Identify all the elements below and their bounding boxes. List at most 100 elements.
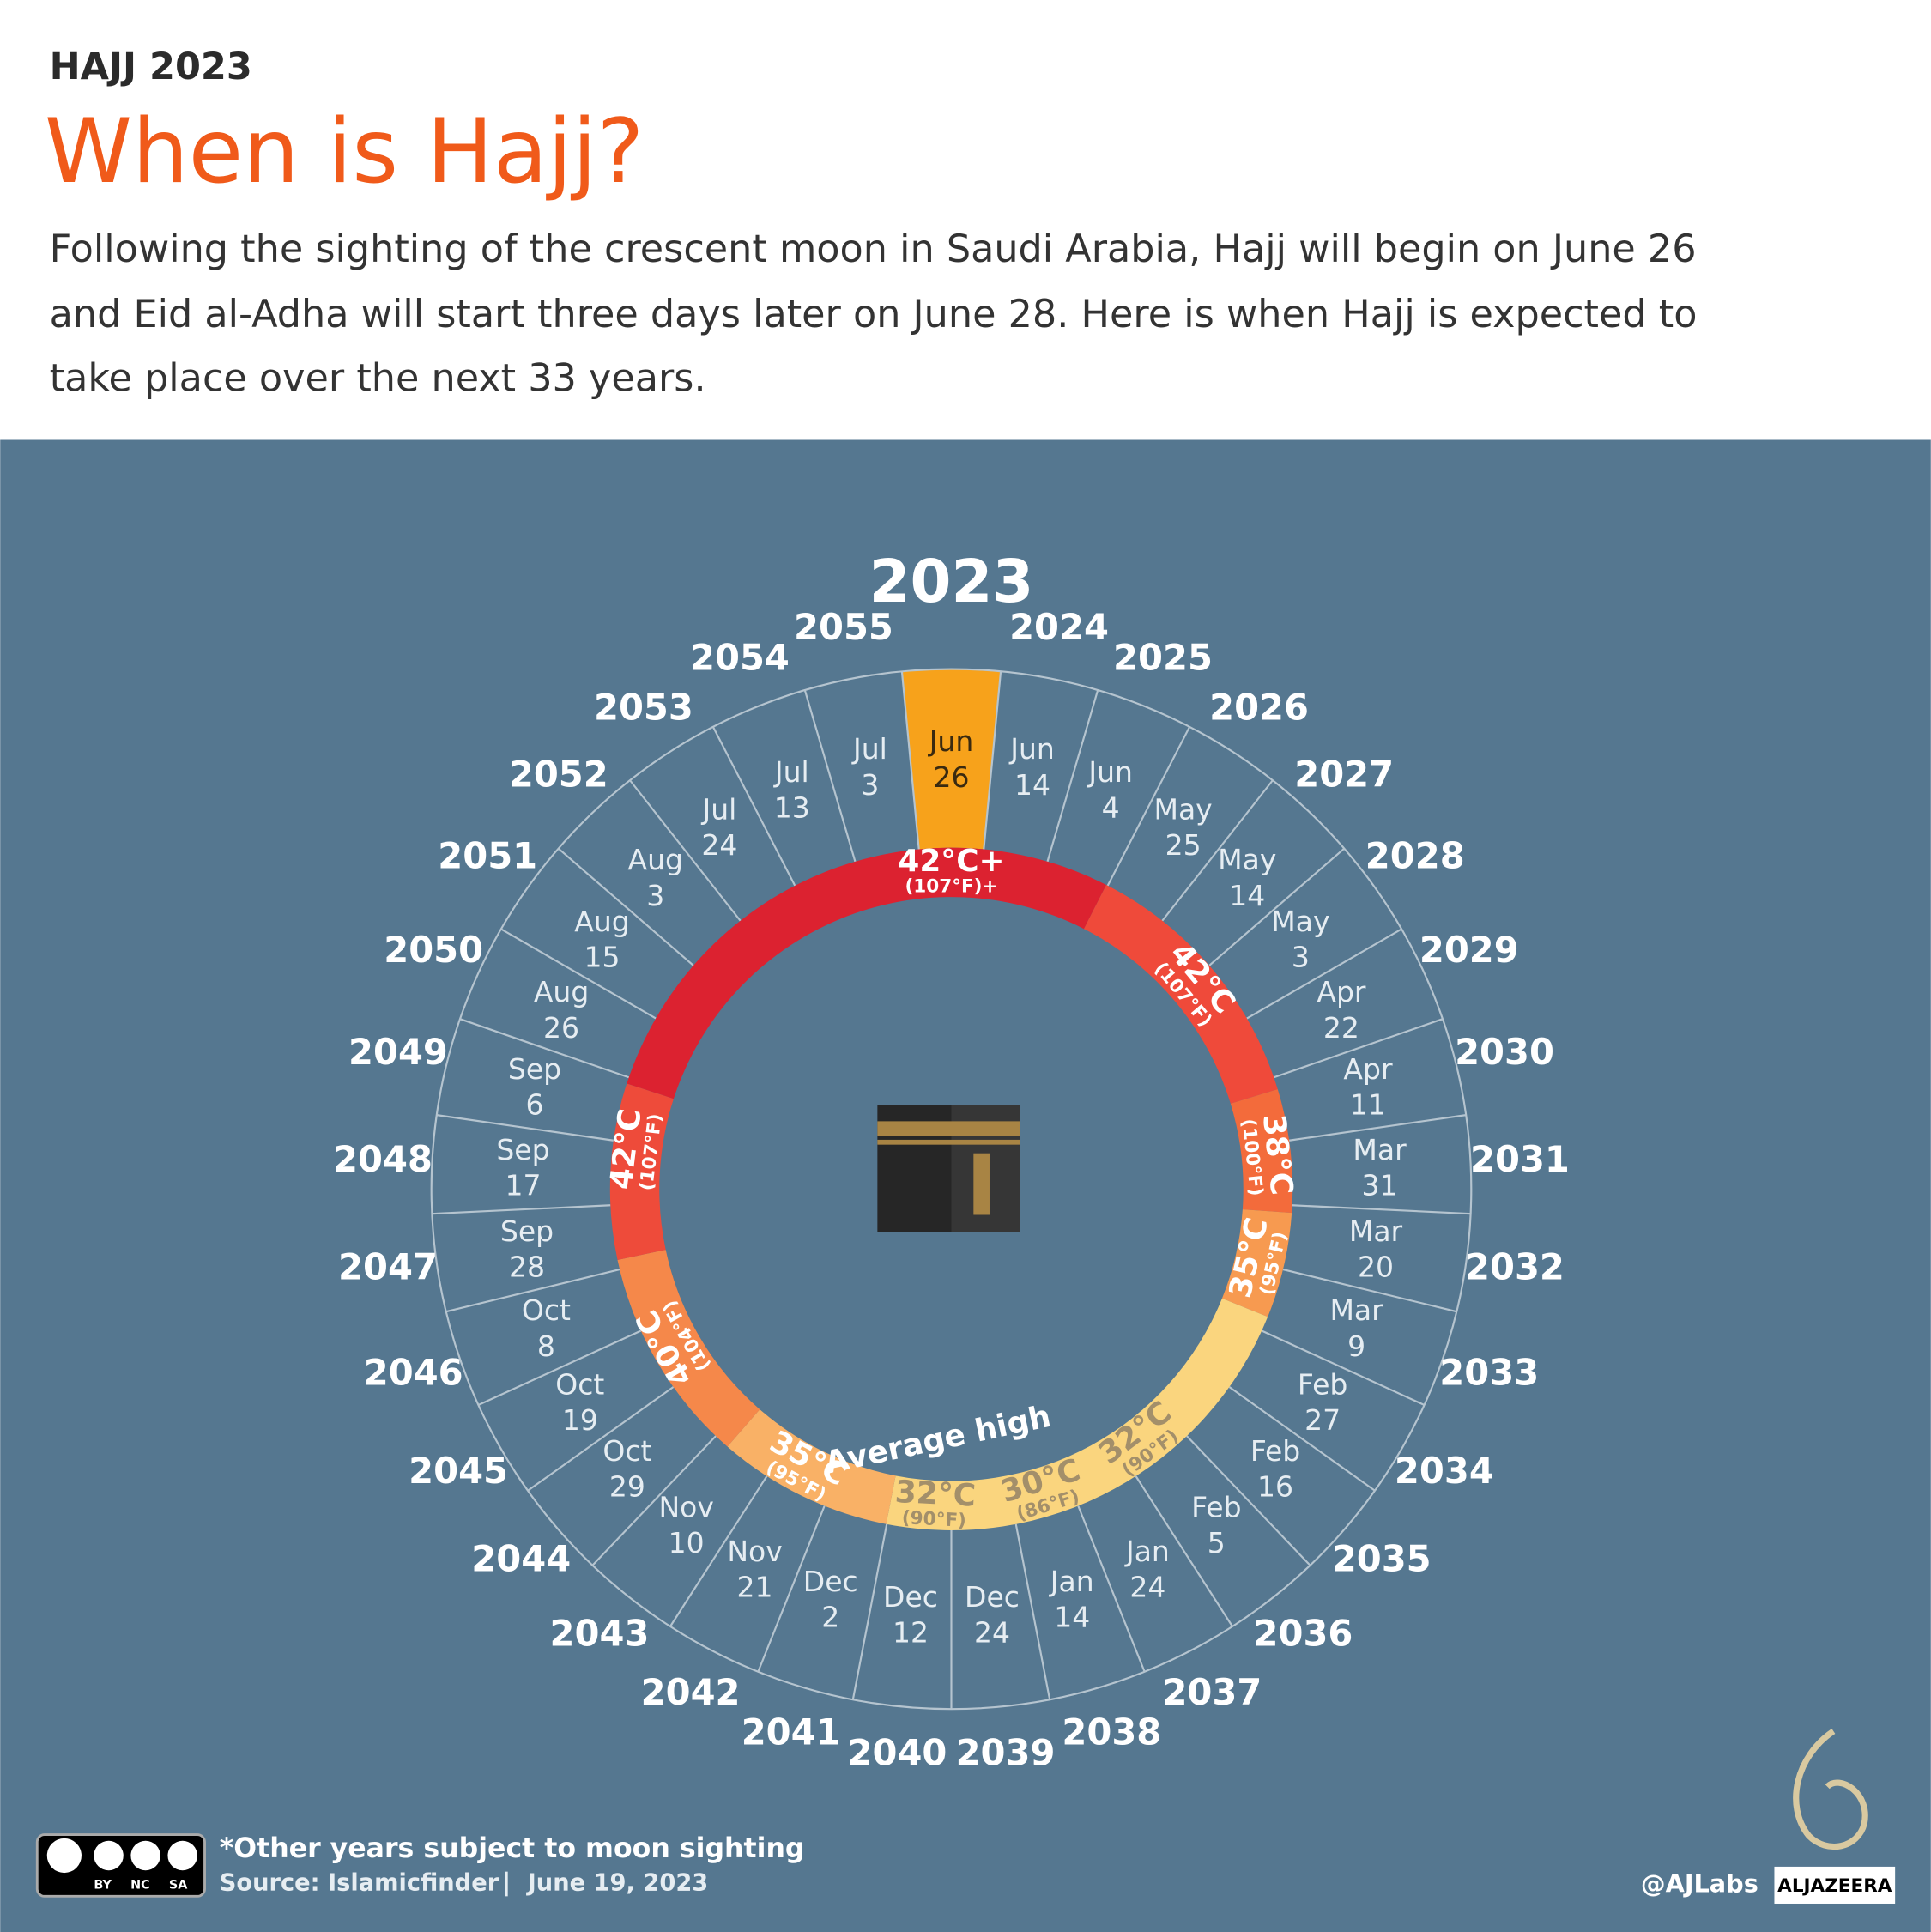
sector-divider: [851, 1523, 888, 1700]
date-month: Feb: [1191, 1490, 1241, 1523]
celsius-label: 38°C: [1256, 1112, 1299, 1196]
date-day: 10: [669, 1526, 705, 1560]
date-month: Nov: [727, 1535, 782, 1568]
date-day: 2: [821, 1601, 839, 1634]
sector-divider: [900, 671, 920, 850]
date-month: Jul: [700, 792, 736, 826]
description-line: take place over the next 33 years.: [50, 357, 706, 401]
date-day: 24: [974, 1616, 1010, 1650]
sector-divider: [1186, 1435, 1311, 1566]
sector-divider: [1135, 1475, 1233, 1627]
year-label: 2055: [794, 606, 893, 648]
date-month: Dec: [803, 1565, 858, 1598]
year-label: 2030: [1455, 1031, 1554, 1073]
sector-divider: [669, 1475, 768, 1627]
fahrenheit-label: (107°F)+: [905, 876, 997, 898]
sector-divider: [1282, 1269, 1457, 1313]
temperature-segment: [617, 1250, 760, 1447]
date-month: Aug: [574, 905, 629, 938]
date-day: 8: [537, 1329, 555, 1363]
year-label: 2044: [471, 1538, 571, 1580]
date-month: Feb: [1250, 1434, 1300, 1468]
date-month: Jan: [1049, 1565, 1094, 1598]
date-day: 15: [584, 941, 620, 974]
sector-divider: [1261, 1329, 1426, 1406]
year-label: 2039: [956, 1732, 1056, 1774]
date-month: May: [1271, 905, 1329, 938]
temperature-segment: [1221, 1209, 1292, 1317]
license-badge: BY NC SA: [35, 1833, 206, 1898]
sector-divider: [436, 1114, 614, 1142]
date-month: Jul: [773, 755, 809, 789]
year-label: 2042: [641, 1671, 741, 1713]
date-month: Jun: [1087, 755, 1133, 789]
celsius-label: 42°C+: [898, 844, 1004, 879]
year-label: 2036: [1254, 1613, 1353, 1655]
year-label: 2046: [364, 1351, 463, 1393]
date-month: Mar: [1353, 1133, 1407, 1166]
date-day: 3: [1292, 941, 1310, 974]
sector-divider: [527, 1386, 675, 1492]
date-day: 16: [1257, 1470, 1293, 1504]
year-label: 2051: [438, 835, 537, 877]
year-label: 2053: [594, 686, 693, 728]
sector-divider: [557, 847, 694, 966]
date-day: 27: [1304, 1403, 1341, 1437]
year-label: 2040: [848, 1732, 947, 1774]
brand: ALJAZEERA: [1777, 1875, 1892, 1897]
date-month: Feb: [1298, 1368, 1347, 1402]
year-label: 2024: [1009, 606, 1109, 648]
date-day: 29: [609, 1470, 645, 1504]
sector-divider: [1288, 1114, 1467, 1142]
date-day: 13: [774, 791, 810, 825]
sector-divider: [1077, 1505, 1146, 1673]
date-month: Aug: [534, 975, 589, 1008]
date-month: Apr: [1317, 975, 1366, 1008]
date-month: Oct: [522, 1293, 571, 1327]
date-month: May: [1153, 792, 1212, 826]
source: Source: Islamicfinder: [220, 1870, 499, 1897]
year-label: 2025: [1113, 637, 1213, 679]
kaaba-icon: [877, 1105, 1020, 1232]
sector-divider: [432, 1204, 611, 1215]
date-day: 20: [1358, 1250, 1394, 1283]
description-line: and Eid al-Adha will start three days la…: [50, 293, 1698, 336]
date-day: 9: [1347, 1329, 1365, 1363]
date-day: 14: [1014, 768, 1050, 802]
year-label: 2034: [1395, 1450, 1494, 1492]
date-day: 4: [1102, 791, 1120, 825]
date-month: Nov: [658, 1490, 713, 1523]
date-month: Sep: [508, 1052, 561, 1086]
sector-divider: [477, 1329, 642, 1406]
sector-divider: [591, 1435, 717, 1566]
date-day: 26: [543, 1011, 579, 1045]
date-day: 19: [562, 1403, 598, 1437]
date-day: 22: [1323, 1011, 1359, 1045]
date-day: 25: [1165, 828, 1202, 862]
sector-divider: [1292, 1204, 1471, 1215]
year-label: 2052: [509, 753, 608, 795]
date-day: 26: [933, 760, 969, 794]
title: When is Hajj?: [45, 100, 644, 203]
year-label: 2037: [1162, 1671, 1262, 1713]
date-day: 3: [861, 768, 879, 802]
date-month: Oct: [602, 1434, 651, 1468]
year-label: 2038: [1062, 1711, 1161, 1753]
date-month: Dec: [883, 1580, 938, 1614]
temperature-label: 42°C+(107°F)+: [898, 844, 1004, 898]
date-day: 21: [737, 1570, 773, 1603]
year-label: 2023: [869, 548, 1034, 616]
date-day: 5: [1208, 1526, 1226, 1560]
date-month: Oct: [555, 1368, 604, 1402]
date-month: Apr: [1343, 1052, 1393, 1086]
description-line: Following the sighting of the crescent m…: [50, 227, 1697, 271]
date-day: 3: [646, 879, 664, 912]
sector-divider: [1273, 1018, 1444, 1079]
date-day: 14: [1229, 879, 1265, 912]
celsius-label: 32°C: [894, 1475, 977, 1514]
date-month: Mar: [1329, 1293, 1383, 1327]
year-label: 2027: [1294, 753, 1394, 795]
date-month: Jul: [851, 732, 887, 766]
sector-divider: [803, 689, 857, 863]
